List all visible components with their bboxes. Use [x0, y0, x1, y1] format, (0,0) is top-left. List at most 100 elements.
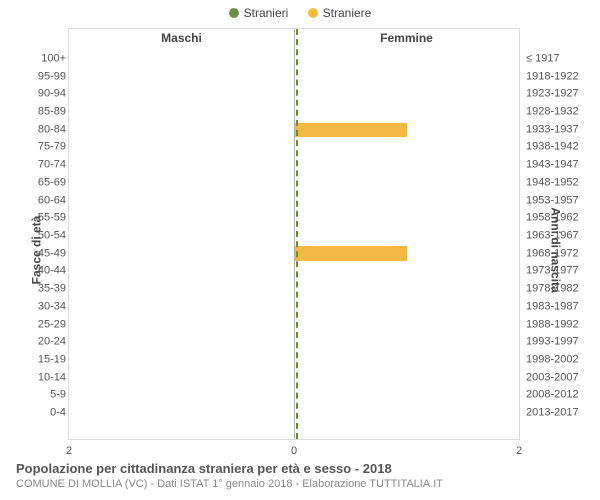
bars-male — [69, 51, 294, 421]
y-label-age: 25-29 — [0, 319, 66, 330]
bar-row-male — [69, 403, 294, 421]
bar-row-male — [69, 139, 294, 157]
y-label-birth: ≤ 1917 — [526, 53, 600, 64]
bar-row-male — [69, 280, 294, 298]
y-label-birth: 1918-1922 — [526, 71, 600, 82]
y-label-age: 35-39 — [0, 284, 66, 295]
bar-row-female — [294, 403, 519, 421]
bar-row-female — [294, 86, 519, 104]
y-label-birth: 1968-1972 — [526, 248, 600, 259]
y-label-age: 0-4 — [0, 408, 66, 419]
legend-item-female: Straniere — [308, 6, 372, 20]
legend: Stranieri Straniere — [0, 6, 600, 21]
y-label-birth: 1938-1942 — [526, 142, 600, 153]
y-label-birth: 1978-1982 — [526, 284, 600, 295]
chart-subtitle: COMUNE DI MOLLIA (VC) - Dati ISTAT 1° ge… — [16, 478, 443, 490]
y-label-age: 95-99 — [0, 71, 66, 82]
y-label-age: 90-94 — [0, 89, 66, 100]
y-label-birth: 1923-1927 — [526, 89, 600, 100]
x-tick-left: 2 — [66, 445, 72, 457]
bar-row-female — [294, 262, 519, 280]
x-tick-center: 0 — [291, 445, 297, 457]
bar-row-female — [294, 69, 519, 87]
legend-item-male: Stranieri — [229, 6, 289, 20]
bar-row-male — [69, 245, 294, 263]
bar-row-female — [294, 280, 519, 298]
y-label-birth: 2013-2017 — [526, 408, 600, 419]
y-label-age: 40-44 — [0, 266, 66, 277]
y-label-age: 80-84 — [0, 124, 66, 135]
center-divider-solid — [294, 29, 295, 439]
center-divider-dash — [296, 29, 298, 439]
bar-row-female — [294, 350, 519, 368]
y-label-birth: 1988-1992 — [526, 319, 600, 330]
y-label-birth: 2008-2012 — [526, 390, 600, 401]
y-label-birth: 1928-1932 — [526, 107, 600, 118]
y-label-age: 75-79 — [0, 142, 66, 153]
bar-row-male — [69, 262, 294, 280]
chart-title: Popolazione per cittadinanza straniera p… — [16, 461, 443, 476]
bar-row-female — [294, 157, 519, 175]
y-label-age: 10-14 — [0, 372, 66, 383]
bar-row-male — [69, 386, 294, 404]
legend-label-male: Stranieri — [244, 6, 289, 20]
bar-female — [294, 123, 407, 137]
y-label-age: 85-89 — [0, 107, 66, 118]
bar-row-male — [69, 368, 294, 386]
y-labels-age: 100+ 95-99 90-94 85-89 80-84 75-79 70-74 65-69 6… — [0, 50, 66, 422]
bar-row-male — [69, 298, 294, 316]
y-label-birth: 1958-1962 — [526, 213, 600, 224]
bar-row-male — [69, 69, 294, 87]
bar-row-male — [69, 333, 294, 351]
y-label-birth: 1948-1952 — [526, 177, 600, 188]
bar-row-female — [294, 174, 519, 192]
pyramid-chart-container: Stranieri Straniere Fasce di età Anni di… — [0, 0, 600, 500]
bar-row-male — [69, 121, 294, 139]
y-label-birth: 1953-1957 — [526, 195, 600, 206]
bar-row-female — [294, 245, 519, 263]
chart-area: Maschi Femmine 2 0 2 — [68, 28, 520, 440]
chart-half-female: Femmine — [294, 29, 519, 439]
legend-label-female: Straniere — [323, 6, 372, 20]
bar-row-female — [294, 333, 519, 351]
y-label-age: 70-74 — [0, 160, 66, 171]
bar-row-male — [69, 209, 294, 227]
bar-row-male — [69, 350, 294, 368]
y-label-age: 55-59 — [0, 213, 66, 224]
bar-row-female — [294, 121, 519, 139]
bar-row-female — [294, 227, 519, 245]
y-label-age: 50-54 — [0, 231, 66, 242]
bar-row-female — [294, 51, 519, 69]
bar-row-female — [294, 298, 519, 316]
half-title-female: Femmine — [294, 31, 519, 45]
y-label-birth: 1933-1937 — [526, 124, 600, 135]
x-axis: 2 0 2 — [69, 439, 519, 457]
bar-row-male — [69, 227, 294, 245]
y-label-age: 65-69 — [0, 177, 66, 188]
bar-row-female — [294, 192, 519, 210]
y-label-age: 20-24 — [0, 337, 66, 348]
bar-row-female — [294, 315, 519, 333]
y-labels-birth: ≤ 1917 1918-1922 1923-1927 1928-1932 1933-19… — [522, 50, 600, 422]
y-label-age: 45-49 — [0, 248, 66, 259]
bar-row-female — [294, 209, 519, 227]
x-tick-right: 2 — [516, 445, 522, 457]
bar-row-male — [69, 174, 294, 192]
bar-row-male — [69, 192, 294, 210]
y-label-birth: 1963-1967 — [526, 231, 600, 242]
bar-row-male — [69, 315, 294, 333]
bar-row-male — [69, 51, 294, 69]
y-label-age: 30-34 — [0, 301, 66, 312]
y-label-age: 100+ — [0, 53, 66, 64]
bars-female — [294, 51, 519, 421]
half-title-male: Maschi — [69, 31, 294, 45]
chart-footer: Popolazione per cittadinanza straniera p… — [16, 461, 443, 490]
chart-half-male: Maschi — [69, 29, 294, 439]
y-label-birth: 1993-1997 — [526, 337, 600, 348]
bar-row-female — [294, 368, 519, 386]
y-label-age: 5-9 — [0, 390, 66, 401]
y-label-birth: 2003-2007 — [526, 372, 600, 383]
y-label-birth: 1973-1977 — [526, 266, 600, 277]
bar-row-male — [69, 157, 294, 175]
y-label-age: 60-64 — [0, 195, 66, 206]
